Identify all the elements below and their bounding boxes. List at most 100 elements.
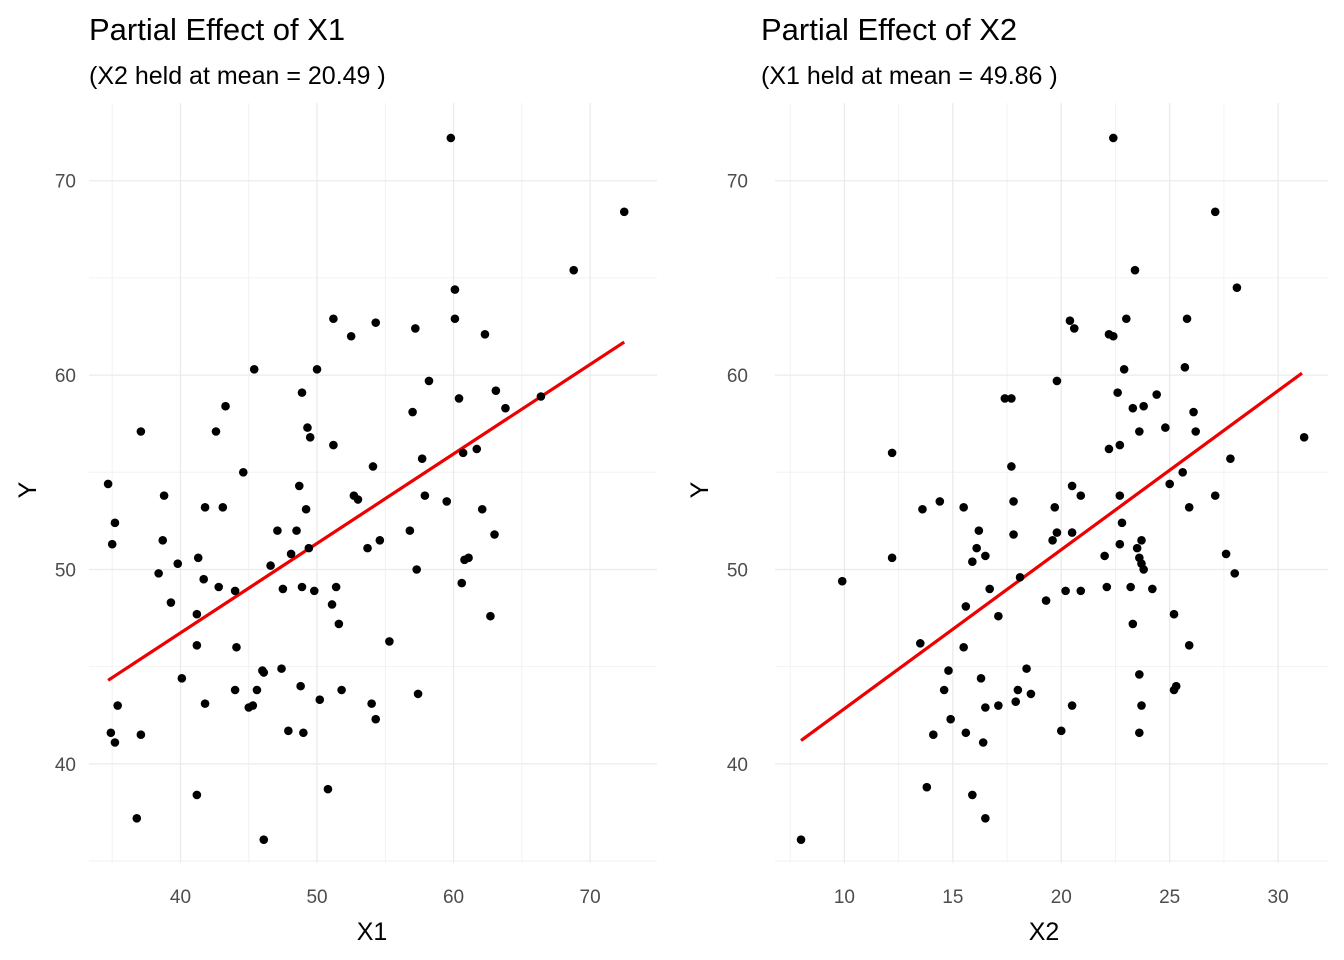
data-point — [192, 609, 202, 619]
data-point — [981, 813, 990, 823]
data-point — [1128, 403, 1138, 413]
data-point — [337, 685, 346, 695]
data-point — [918, 504, 927, 514]
data-point — [238, 468, 248, 477]
data-point — [929, 730, 938, 740]
data-point — [464, 553, 473, 563]
data-point — [420, 491, 430, 500]
data-point — [107, 539, 117, 549]
data-point — [1109, 331, 1118, 341]
data-point — [385, 637, 394, 646]
data-point — [1022, 664, 1031, 673]
data-point — [103, 479, 113, 489]
data-point — [1115, 440, 1125, 450]
data-point — [1115, 491, 1125, 500]
data-point — [353, 495, 363, 504]
data-point — [315, 695, 325, 705]
data-point — [286, 549, 296, 559]
data-point — [959, 642, 968, 652]
data-point — [1232, 283, 1242, 292]
data-point — [1184, 502, 1194, 512]
data-point — [297, 582, 307, 592]
x-tick-label: 50 — [306, 887, 327, 908]
data-point — [1122, 314, 1131, 324]
data-point — [1148, 584, 1157, 594]
panel-subtitle: (X1 held at mean = 49.86 ) — [761, 62, 1058, 90]
panel-x1: Partial Effect of X1 (X2 held at mean = … — [14, 12, 657, 946]
x-axis-label: X1 — [357, 918, 388, 946]
y-tick-label: 50 — [55, 560, 76, 581]
data-point — [297, 388, 307, 397]
data-point — [1067, 481, 1077, 491]
data-point — [1161, 423, 1170, 432]
data-point — [457, 578, 467, 588]
data-point — [619, 207, 629, 217]
data-point — [939, 685, 949, 695]
data-point — [408, 407, 417, 417]
data-point — [450, 314, 460, 324]
x-axis-label: X2 — [1029, 918, 1060, 946]
data-point — [417, 454, 427, 464]
data-point — [1178, 468, 1188, 477]
data-point — [446, 133, 456, 143]
data-point — [249, 364, 259, 374]
fit-line — [800, 371, 1303, 742]
data-point — [368, 462, 378, 471]
y-axis-label: Y — [14, 481, 42, 498]
data-point — [1189, 407, 1198, 417]
data-point — [490, 530, 499, 539]
y-tick-labels: 40 50 60 70 — [55, 172, 76, 776]
data-point — [981, 551, 990, 561]
data-point — [367, 699, 376, 708]
data-point — [230, 685, 240, 695]
data-point — [1132, 543, 1142, 553]
x-tick-labels: 40 50 60 70 — [170, 887, 601, 908]
data-point — [1165, 479, 1174, 489]
data-point — [177, 674, 187, 683]
data-point — [192, 641, 202, 650]
data-point — [173, 559, 183, 568]
data-point — [1069, 324, 1079, 333]
data-point — [136, 730, 146, 740]
data-point — [1104, 444, 1114, 454]
data-point — [309, 586, 319, 596]
data-point — [1135, 427, 1144, 436]
panel-title: Partial Effect of X2 — [761, 12, 1017, 47]
data-point — [1009, 530, 1018, 539]
data-point — [1115, 539, 1125, 549]
data-point — [1184, 641, 1194, 650]
data-point — [1011, 697, 1021, 706]
data-point — [1130, 265, 1140, 275]
data-point — [1041, 596, 1051, 605]
data-point — [1026, 689, 1036, 699]
data-point — [323, 784, 333, 794]
data-point — [159, 491, 169, 500]
data-point — [1052, 376, 1062, 386]
data-point — [1230, 569, 1240, 578]
data-point — [232, 642, 241, 652]
data-point — [1210, 491, 1220, 500]
y-tick-label: 70 — [55, 172, 76, 193]
x-tick-labels: 10 15 20 25 30 — [834, 887, 1289, 908]
data-point — [132, 813, 142, 823]
panel-subtitle: (X2 held at mean = 20.49 ) — [89, 62, 386, 90]
data-point — [304, 543, 314, 553]
scatter-points — [103, 133, 629, 844]
data-point — [946, 714, 955, 724]
data-point — [301, 504, 311, 514]
y-tick-label: 70 — [727, 172, 748, 193]
data-point — [1056, 726, 1066, 736]
data-point — [158, 536, 168, 545]
x-tick-label: 60 — [443, 887, 464, 908]
data-point — [1050, 502, 1060, 512]
data-point — [211, 427, 221, 436]
data-point — [486, 611, 495, 621]
data-point — [1009, 497, 1018, 506]
data-point — [1137, 536, 1146, 545]
data-point — [192, 790, 202, 800]
data-point — [154, 569, 163, 578]
data-point — [1135, 670, 1144, 679]
data-point — [199, 574, 208, 584]
data-point — [1076, 586, 1086, 596]
data-point — [327, 600, 337, 609]
